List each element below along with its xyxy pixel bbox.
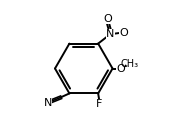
- Text: N: N: [44, 98, 52, 108]
- Text: O: O: [103, 14, 112, 24]
- Text: CH₃: CH₃: [121, 59, 139, 69]
- Text: O: O: [119, 28, 128, 38]
- Text: F: F: [96, 99, 103, 109]
- Text: N: N: [106, 29, 115, 39]
- Text: O: O: [116, 64, 125, 73]
